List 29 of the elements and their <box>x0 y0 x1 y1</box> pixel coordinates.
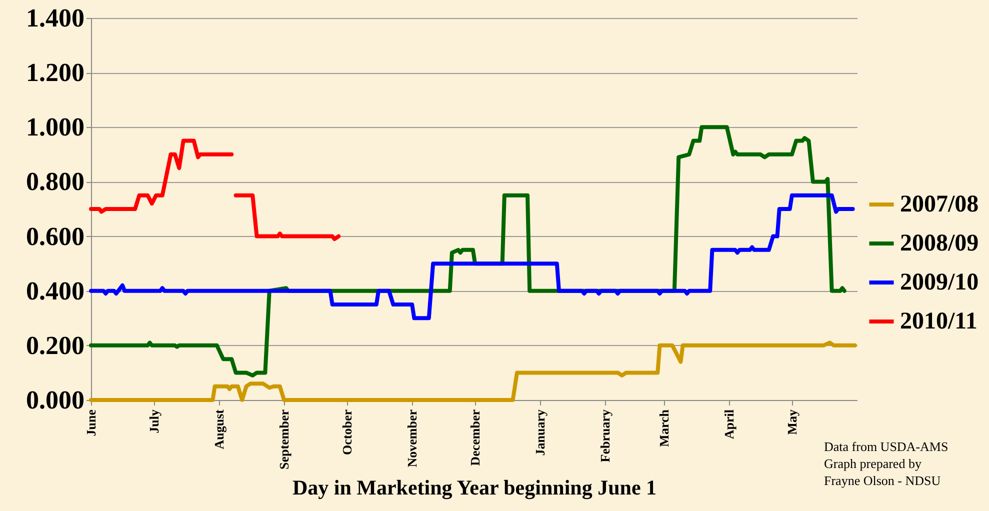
text: Graph prepared by <box>824 456 922 471</box>
line-series <box>89 193 855 320</box>
y-tick-label: 1.200 <box>26 58 84 88</box>
x-axis-title: Day in Marketing Year beginning June 1 <box>292 475 657 500</box>
legend-label: 2010/11 <box>900 308 978 334</box>
x-tick-label: September <box>276 409 292 470</box>
x-tick-label: January <box>532 409 548 456</box>
y-tick-label: 1.400 <box>26 4 84 32</box>
x-tick-label: June <box>84 409 98 436</box>
y-tick-label: 0.600 <box>26 222 84 251</box>
y-tick-label: 0.800 <box>26 167 84 196</box>
legend-label: 2009/10 <box>900 270 979 296</box>
text: Data from USDA-AMS <box>824 439 948 454</box>
x-tick-label: August <box>212 408 227 450</box>
legend-label: 2007/08 <box>900 192 979 218</box>
x-tick-label: February <box>598 409 613 462</box>
y-tick-label: 0.000 <box>26 386 84 414</box>
legend-label: 2008/09 <box>900 230 979 256</box>
x-tick-label: December <box>468 409 483 466</box>
y-tick-label: 1.000 <box>26 112 84 142</box>
x-tick-label: October <box>340 409 355 455</box>
x-tick-label: March <box>656 408 672 447</box>
y-tick-label: 0.200 <box>26 330 84 360</box>
x-tick-label: July <box>146 409 162 434</box>
x-tick-label: May <box>784 409 800 435</box>
y-tick-label: 0.400 <box>26 276 84 306</box>
x-tick-label: April <box>721 409 736 440</box>
text: Frayne Olson - NDSU <box>824 473 942 488</box>
x-tick-label: November <box>404 409 420 468</box>
